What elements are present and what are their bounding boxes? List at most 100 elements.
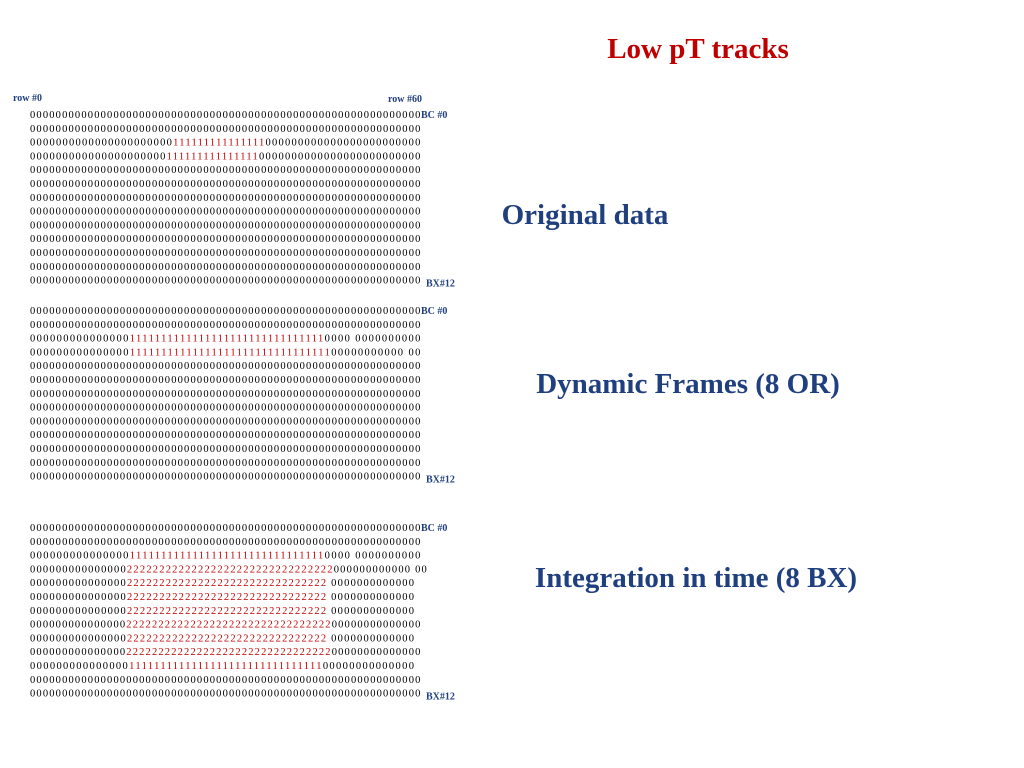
end-label: BX#12 xyxy=(426,279,455,290)
bit-row: 0000000000000000000000000000000000000000… xyxy=(30,306,420,317)
bit-row: 0000000000000000000000000000000000000000… xyxy=(30,389,420,400)
hit-bits: 111111111111111 xyxy=(167,151,258,162)
bits: 000000000000000 xyxy=(30,661,128,672)
bit-row: 0000000000000000000000000000000000000000… xyxy=(30,361,420,372)
bits: 0000000000000000000000000000000000000000… xyxy=(30,110,420,121)
hit-bits: 22222222222222222222222222222222 xyxy=(126,647,330,658)
bits: 0000000000000000000000000000000000000000… xyxy=(30,375,420,386)
bits: 000000000000000 xyxy=(30,592,126,603)
bits: 0000000000000000000000000000000000000000… xyxy=(30,207,420,218)
bit-row: 0000000000000000000000111111111111111000… xyxy=(30,138,420,149)
bits: 000000000000000 xyxy=(30,564,126,575)
end-label: BX#12 xyxy=(426,692,455,703)
hit-bits: 1111111111111111111111111111111 xyxy=(130,551,324,562)
bits: 0000 0000000000 xyxy=(325,551,421,562)
hit-bits: 2222222222222222222222222222222 xyxy=(127,633,326,644)
bits: 0000000000000000000000000000000000000000… xyxy=(30,416,420,427)
bit-row: 0000000000000001111111111111111111111111… xyxy=(30,347,420,358)
bit-row: 0000000000000000000000000000000000000000… xyxy=(30,375,420,386)
hit-bits: 1111111111111111111111111111111 xyxy=(129,661,321,672)
hit-bits: 1111111111111111111111111111111 xyxy=(130,334,324,345)
bits: 0000000000000000000000000000000000000000… xyxy=(30,389,420,400)
bits: 000000000000000000000000 xyxy=(265,138,420,149)
bits: 0000000000000000000000000000000000000000… xyxy=(30,444,420,455)
bits: 00000000000000 xyxy=(323,661,414,672)
bit-row: 0000000000000001111111111111111111111111… xyxy=(30,551,420,562)
bits: 0000000000000 xyxy=(327,578,414,589)
bits: 0000000000000000000000000000000000000000… xyxy=(30,262,420,273)
bit-row: 0000000000000002222222222222222222222222… xyxy=(30,578,414,589)
section-heading: Integration in time (8 BX) xyxy=(535,562,857,594)
bits: 00000000000 00 xyxy=(331,347,420,358)
bits: 0000000000000000000000 xyxy=(30,138,172,149)
bit-row: 0000000000000000000000000000000000000000… xyxy=(30,675,420,686)
bit-row: 0000000000000000000000000000000000000000… xyxy=(30,262,420,273)
bits: 0000000000000000000000000000000000000000… xyxy=(30,165,420,176)
section-heading: Dynamic Frames (8 OR) xyxy=(536,368,840,400)
bits: 000000000000000 xyxy=(30,578,126,589)
bit-row: 0000000000000002222222222222222222222222… xyxy=(30,564,427,575)
hit-bits: 111111111111111 xyxy=(173,138,264,149)
bits: 000000000000000 xyxy=(30,647,125,658)
hit-bits: 2222222222222222222222222222222 xyxy=(127,578,326,589)
bit-row: 0000000000000001111111111111111111111111… xyxy=(30,661,414,672)
bits: 0000000000000000000000000000000000000000… xyxy=(30,193,420,204)
bit-row: 0000000000000000000000000000000000000000… xyxy=(30,537,420,548)
bits: 0000000000000000000000000000000000000000… xyxy=(30,306,420,317)
bits: 0000000000000000000000000000000000000000… xyxy=(30,234,420,245)
slide-title: Low pT tracks xyxy=(607,33,789,65)
bits: 0000000000000000000000000 xyxy=(259,151,420,162)
column-label: row #0 xyxy=(13,93,42,104)
bits: 0000000000000000000000000000000000000000… xyxy=(30,220,420,231)
bit-row: 0000000000000000000000000000000000000000… xyxy=(30,234,420,245)
bits: 000000000000 00 xyxy=(334,564,427,575)
bit-row: 0000000000000000000000000000000000000000… xyxy=(30,220,420,231)
bits: 0000000000000000000000000000000000000000… xyxy=(30,430,420,441)
bits: 0000000000000000000000000000000000000000… xyxy=(30,276,420,287)
bits: 0000000000000000000000000000000000000000… xyxy=(30,124,420,135)
start-label: BC #0 xyxy=(421,523,447,534)
bit-row: 0000000000000002222222222222222222222222… xyxy=(30,592,414,603)
bit-row: 0000000000000001111111111111111111111111… xyxy=(30,334,420,345)
section-heading: Original data xyxy=(502,199,669,231)
bits: 000000000000000 xyxy=(30,633,126,644)
hit-bits: 11111111111111111111111111111111 xyxy=(130,347,330,358)
bit-row: 0000000000000000000000000000000000000000… xyxy=(30,276,420,287)
bits: 0000000000000000000000000000000000000000… xyxy=(30,537,420,548)
bits: 0000 0000000000 xyxy=(325,334,421,345)
bit-row: 0000000000000002222222222222222222222222… xyxy=(30,647,420,658)
bits: 0000000000000000000000000000000000000000… xyxy=(30,523,420,534)
bit-row: 0000000000000000000000000000000000000000… xyxy=(30,124,420,135)
bit-row: 0000000000000000000000000000000000000000… xyxy=(30,248,420,259)
bit-row: 0000000000000000000000000000000000000000… xyxy=(30,416,420,427)
bits: 0000000000000 xyxy=(327,606,414,617)
bit-row: 0000000000000000000000000000000000000000… xyxy=(30,110,420,121)
hit-bits: 22222222222222222222222222222222 xyxy=(126,620,330,631)
start-label: BC #0 xyxy=(421,110,447,121)
bit-row: 0000000000000000000000000000000000000000… xyxy=(30,320,420,331)
bit-row: 0000000000000000000000000000000000000000… xyxy=(30,444,420,455)
bits: 00000000000000 xyxy=(332,647,421,658)
bits: 0000000000000000000000000000000000000000… xyxy=(30,179,420,190)
bit-row: 0000000000000000000000000000000000000000… xyxy=(30,403,420,414)
hit-bits: 22222222222222222222222222222222 xyxy=(127,564,333,575)
bits: 0000000000000000000000000000000000000000… xyxy=(30,403,420,414)
hit-bits: 2222222222222222222222222222222 xyxy=(127,606,326,617)
start-label: BC #0 xyxy=(421,306,447,317)
bits: 0000000000000000000000000000000000000000… xyxy=(30,675,420,686)
bits: 0000000000000000000000000000000000000000… xyxy=(30,248,420,259)
bits: 0000000000000000000000000000000000000000… xyxy=(30,472,420,483)
bits: 0000000000000 xyxy=(327,633,414,644)
bit-row: 0000000000000000000001111111111111110000… xyxy=(30,151,420,162)
bit-row: 0000000000000000000000000000000000000000… xyxy=(30,207,420,218)
bits: 000000000000000000000 xyxy=(30,151,165,162)
end-label: BX#12 xyxy=(426,475,455,486)
bits: 0000000000000000000000000000000000000000… xyxy=(30,320,420,331)
bits: 0000000000000000000000000000000000000000… xyxy=(30,458,420,469)
bit-row: 0000000000000002222222222222222222222222… xyxy=(30,606,414,617)
bit-row: 0000000000000000000000000000000000000000… xyxy=(30,430,420,441)
bits: 000000000000000 xyxy=(30,606,126,617)
bits: 0000000000000 xyxy=(327,592,414,603)
bit-row: 0000000000000002222222222222222222222222… xyxy=(30,620,420,631)
